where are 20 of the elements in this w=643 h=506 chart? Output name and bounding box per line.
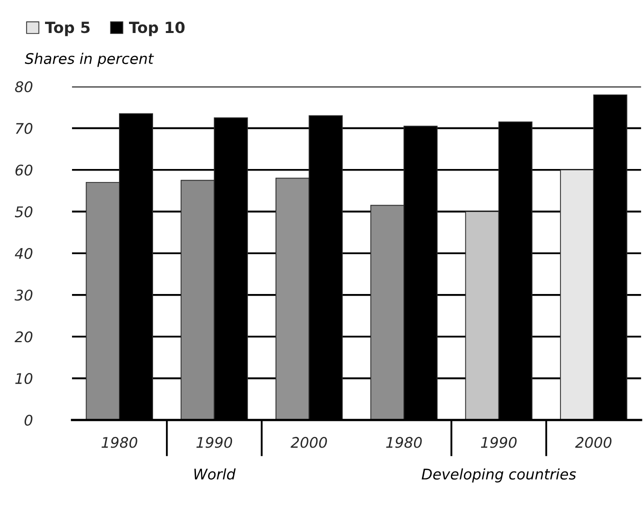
y-tick-label: 60 [15, 164, 32, 176]
legend-label: Top 5 [45, 22, 90, 36]
y-tick-label: 40 [14, 248, 32, 259]
y-axis-title: Shares in percent [24, 52, 154, 67]
y-tick-label: 70 [16, 122, 32, 134]
x-tick-label: 1980 [386, 436, 422, 448]
y-tick-label: 0 [24, 414, 32, 426]
legend-label: Top 10 [128, 22, 185, 36]
y-tick-label: 80 [15, 81, 32, 92]
x-tick-label: 2000 [290, 436, 327, 448]
y-tick-label: 10 [15, 373, 32, 384]
y-tick-label: 50 [14, 206, 32, 218]
y-tick-label: 30 [14, 290, 32, 301]
text: Developing countries [422, 468, 576, 482]
x-tick-label: 1980 [102, 436, 138, 448]
text: World [194, 468, 236, 480]
x-tick-label: 2000 [575, 436, 612, 448]
x-tick-label: 1990 [480, 436, 517, 448]
x-tick-label: 1990 [196, 436, 232, 448]
y-tick-label: 20 [14, 331, 32, 342]
